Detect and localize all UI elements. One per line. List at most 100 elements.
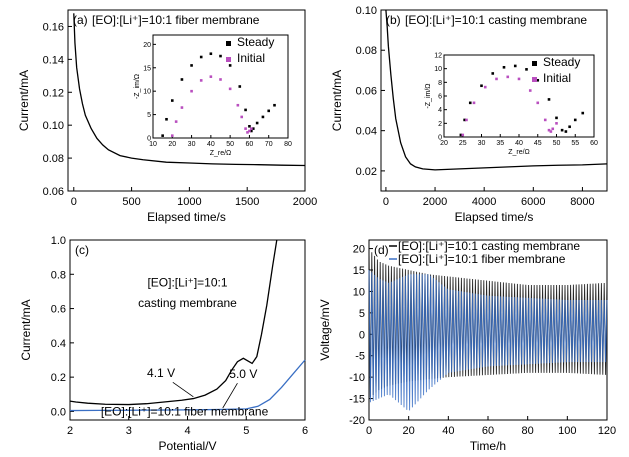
inset-data-point xyxy=(568,125,571,129)
inset-series-steady xyxy=(161,52,276,137)
inset-data-point xyxy=(228,64,232,67)
plot-frame xyxy=(67,9,306,192)
x-axis-label: Time/h xyxy=(470,439,506,453)
inset-data-point xyxy=(250,129,253,133)
inset-y-tick-label: 8 xyxy=(438,80,442,87)
inset-data-point xyxy=(228,87,232,91)
x-tick-label: 20 xyxy=(403,425,415,437)
series-line-0 xyxy=(73,13,306,167)
inset-y-tick-label: 10 xyxy=(434,66,442,73)
y-axis-label: Voltage/mV xyxy=(318,299,332,360)
y-tick-label: 0.8 xyxy=(51,269,66,281)
legend-entry: [EO]:[Li⁺]=10:1 fiber membrane xyxy=(398,252,566,266)
inset-data-point xyxy=(525,68,528,71)
inset-data-point xyxy=(190,64,193,67)
inset-data-point xyxy=(209,52,213,56)
inset-data-point xyxy=(273,103,276,107)
inset-x-axis-label: Z_re/Ω xyxy=(210,150,232,157)
inset-data-point xyxy=(180,78,184,81)
plot-frame xyxy=(380,9,608,192)
y-tick-label: 0.06 xyxy=(43,186,64,198)
x-tick-label: 500 xyxy=(122,196,140,208)
inset-data-point xyxy=(165,117,168,121)
annotation: 4.1 V xyxy=(147,366,175,380)
inset-y-tick-label: 15 xyxy=(143,65,151,72)
inset-data-point xyxy=(547,128,551,132)
inset-data-point xyxy=(536,101,540,105)
panel-label: (d) xyxy=(374,243,389,257)
inset-data-point xyxy=(581,111,585,115)
inset-x-tick-label: 60 xyxy=(246,141,254,148)
x-tick-label: 2 xyxy=(67,425,73,437)
x-tick-label: 0 xyxy=(366,425,372,437)
inset-series-steady xyxy=(459,64,585,137)
annotation: [EO]:[Li⁺]=10:1 xyxy=(147,275,227,289)
panel-title-text: [EO]:[Li⁺]=10:1 casting membrane xyxy=(405,13,587,27)
panel-d: 0 20 40 60 80 100 120 -20 -15 -10 -5 0 5 10 15 20 Time/h… xyxy=(318,239,616,453)
inset-y-tick-label: 12 xyxy=(434,53,442,60)
inset-data-point xyxy=(459,133,463,137)
x-tick-label: 0 xyxy=(71,196,77,208)
inset-x-tick-label: 50 xyxy=(226,141,234,148)
y-tick-label: -20 xyxy=(349,415,365,427)
inset-data-point xyxy=(468,101,472,105)
inset-data-point xyxy=(461,133,465,137)
inset-data-point xyxy=(174,120,178,123)
y-tick-label: 20 xyxy=(353,244,365,256)
y-tick-label: 0.4 xyxy=(51,338,66,350)
x-tick-label: 120 xyxy=(598,425,616,437)
inset-y-tick-label: 20 xyxy=(143,42,151,49)
y-tick-label: 0.08 xyxy=(43,153,64,165)
inset-data-point xyxy=(238,85,242,88)
inset-data-point xyxy=(551,127,555,131)
annotation: [EO]:[Li⁺]=10:1 fiber membrane xyxy=(101,405,269,419)
y-tick-label: 0.0 xyxy=(51,406,66,418)
inset-data-point xyxy=(261,115,265,119)
x-tick-label: 0 xyxy=(383,196,389,208)
y-tick-label: 0.6 xyxy=(51,304,66,316)
inset-x-axis-label: Z_re/Ω xyxy=(508,149,530,156)
y-tick-label: 0.06 xyxy=(356,85,377,97)
y-tick-label: 0.2 xyxy=(51,372,66,384)
x-tick-label: 3 xyxy=(126,425,132,437)
x-tick-label: 100 xyxy=(558,425,576,437)
inset-data-point xyxy=(248,124,251,128)
x-tick-label: 80 xyxy=(522,425,534,437)
inset-data-point xyxy=(240,115,244,119)
inset-series-initial xyxy=(170,75,253,137)
y-tick-label: -15 xyxy=(349,394,365,406)
inset-data-point xyxy=(573,118,577,122)
x-tick-label: 6 xyxy=(302,425,308,437)
inset-y-axis-label: -Z_im/Ω xyxy=(134,74,141,99)
x-axis-label: Elapsed time/s xyxy=(147,210,226,224)
x-tick-label: 8000 xyxy=(570,196,594,208)
y-tick-label: 0.10 xyxy=(356,5,377,17)
legend-entry: [EO]:[Li⁺]=10:1 casting membrane xyxy=(398,239,580,253)
inset-y-tick-label: 2 xyxy=(438,121,442,128)
y-tick-label: -10 xyxy=(349,372,365,384)
y-tick-label: 0.08 xyxy=(356,45,377,57)
inset-y-tick-label: 4 xyxy=(438,107,442,114)
inset-x-tick-label: 45 xyxy=(534,140,542,147)
legend-marker-initial xyxy=(532,77,537,82)
panel-b: 0 2000 4000 6000 8000 0.02 0.04 0.06 0.08 0.10 Ela… xyxy=(330,5,608,224)
x-tick-label: 4 xyxy=(184,425,190,437)
inset-data-point xyxy=(463,118,466,122)
y-tick-label: 0.10 xyxy=(43,120,64,132)
inset-y-tick-label: 0 xyxy=(147,136,151,143)
legend-label-steady: Steady xyxy=(237,35,274,49)
inset-frame xyxy=(152,34,289,139)
inset-data-point xyxy=(555,122,558,125)
inset-x-tick-label: 10 xyxy=(149,141,157,148)
inset-data-point xyxy=(219,54,222,58)
y-axis-label: Current/mA xyxy=(17,70,31,131)
inset-x-tick-label: 40 xyxy=(515,140,523,147)
legend-marker-initial xyxy=(226,57,231,62)
x-tick-label: 2000 xyxy=(293,196,317,208)
inset-data-point xyxy=(483,85,487,89)
inset-data-point xyxy=(547,98,551,101)
y-tick-label: 0.04 xyxy=(356,126,377,138)
inset-data-point xyxy=(219,78,222,81)
inset-y-tick-label: 10 xyxy=(143,89,151,96)
